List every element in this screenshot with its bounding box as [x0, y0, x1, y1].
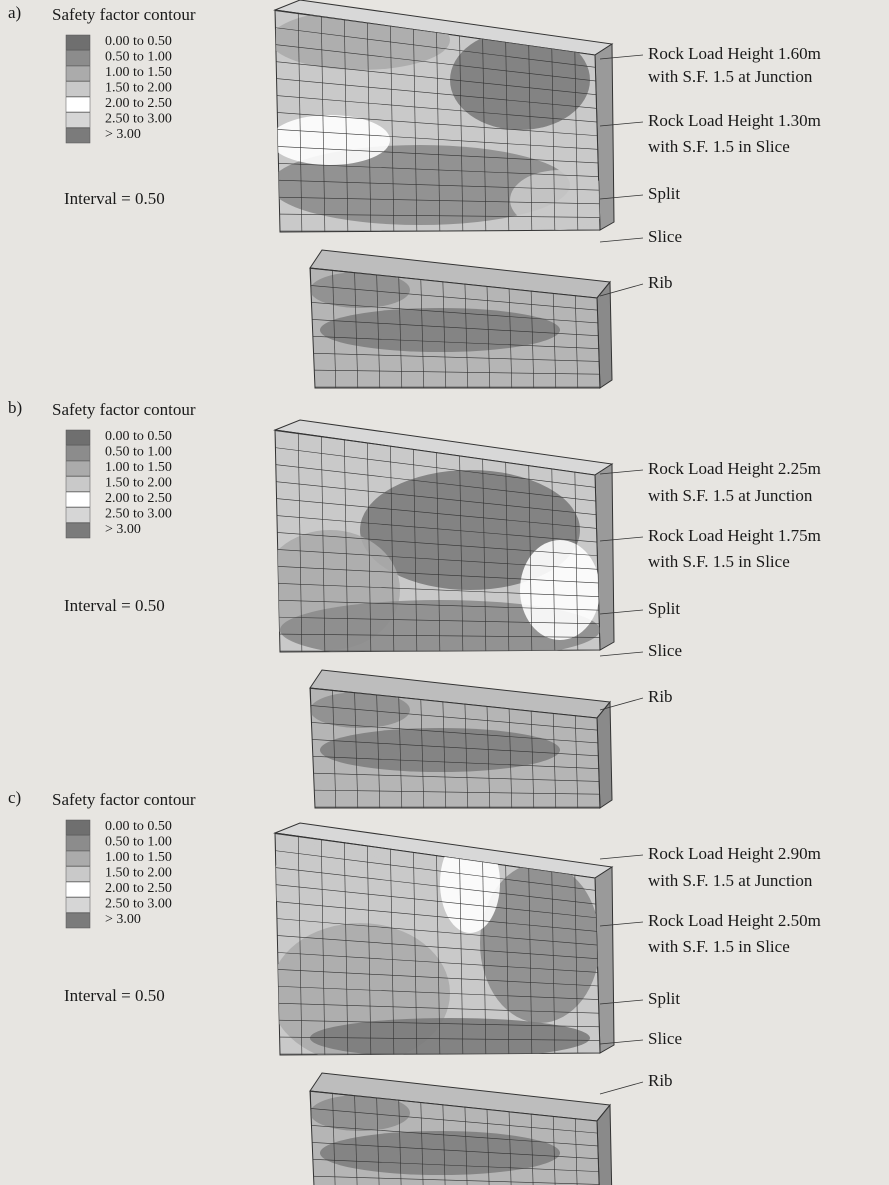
legend-swatch: [66, 913, 90, 928]
annotation: with S.F. 1.5 in Slice: [648, 937, 790, 956]
legend-label: > 3.00: [105, 127, 141, 142]
annotation: Split: [648, 989, 680, 1008]
legend-label: 1.00 to 1.50: [105, 65, 172, 80]
legend-label: 1.50 to 2.00: [105, 866, 172, 881]
legend-label: 0.50 to 1.00: [105, 50, 172, 65]
panel-label: b): [8, 398, 22, 417]
annotation: Rock Load Height 2.25m: [648, 459, 821, 478]
legend-swatch: [66, 867, 90, 882]
legend-swatch: [66, 461, 90, 476]
annotation: Rock Load Height 2.90m: [648, 844, 821, 863]
annotation: Rock Load Height 2.50m: [648, 911, 821, 930]
panel-label: a): [8, 3, 21, 22]
annotation: Slice: [648, 641, 682, 660]
legend-swatch: [66, 51, 90, 66]
legend-label: 1.00 to 1.50: [105, 850, 172, 865]
legend-swatch: [66, 35, 90, 50]
annotation: with S.F. 1.5 in Slice: [648, 552, 790, 571]
model-3d: [270, 823, 614, 1185]
legend-swatch: [66, 836, 90, 851]
model-3d: [260, 420, 614, 815]
legend-label: 2.50 to 3.00: [105, 112, 172, 127]
annotation: Rib: [648, 687, 673, 706]
annotation: with S.F. 1.5 at Junction: [648, 486, 813, 505]
model-3d: [270, 0, 614, 395]
legend-swatch: [66, 66, 90, 81]
legend-swatch: [66, 523, 90, 538]
annotation: with S.F. 1.5 in Slice: [648, 137, 790, 156]
legend-title: Safety factor contour: [52, 790, 196, 809]
annotation: Rib: [648, 273, 673, 292]
legend-title: Safety factor contour: [52, 400, 196, 419]
annotation: Rock Load Height 1.30m: [648, 111, 821, 130]
legend-label: 2.00 to 2.50: [105, 96, 172, 111]
legend-label: 2.50 to 3.00: [105, 897, 172, 912]
figure: a)Safety factor contour0.00 to 0.500.50 …: [0, 0, 889, 1185]
panel-label: c): [8, 788, 21, 807]
legend-label: 2.00 to 2.50: [105, 491, 172, 506]
legend-swatch: [66, 477, 90, 492]
annotation: Split: [648, 599, 680, 618]
legend-swatch: [66, 492, 90, 507]
interval-label: Interval = 0.50: [64, 596, 165, 615]
legend-swatch: [66, 508, 90, 523]
annotation: Slice: [648, 227, 682, 246]
annotation: Slice: [648, 1029, 682, 1048]
contour-zone: [510, 170, 610, 230]
legend-swatch: [66, 851, 90, 866]
legend-label: 1.50 to 2.00: [105, 81, 172, 96]
annotation: with S.F. 1.5 at Junction: [648, 67, 813, 86]
legend-label: 0.00 to 0.50: [105, 819, 172, 834]
legend-swatch: [66, 113, 90, 128]
legend-swatch: [66, 820, 90, 835]
annotation: with S.F. 1.5 at Junction: [648, 871, 813, 890]
legend-label: > 3.00: [105, 522, 141, 537]
legend-label: 0.00 to 0.50: [105, 34, 172, 49]
legend-label: 0.00 to 0.50: [105, 429, 172, 444]
legend-swatch: [66, 82, 90, 97]
legend-label: 2.50 to 3.00: [105, 507, 172, 522]
annotation: Rib: [648, 1071, 673, 1090]
legend-swatch: [66, 430, 90, 445]
legend-swatch: [66, 882, 90, 897]
legend-label: 1.00 to 1.50: [105, 460, 172, 475]
interval-label: Interval = 0.50: [64, 189, 165, 208]
legend-swatch: [66, 446, 90, 461]
legend-swatch: [66, 128, 90, 143]
contour-zone: [270, 843, 390, 923]
annotation: Rock Load Height 1.60m: [648, 44, 821, 63]
legend-title: Safety factor contour: [52, 5, 196, 24]
annotation: Split: [648, 184, 680, 203]
legend-label: 0.50 to 1.00: [105, 835, 172, 850]
legend-swatch: [66, 898, 90, 913]
interval-label: Interval = 0.50: [64, 986, 165, 1005]
legend-label: 0.50 to 1.00: [105, 445, 172, 460]
legend-label: > 3.00: [105, 912, 141, 927]
legend-label: 1.50 to 2.00: [105, 476, 172, 491]
contour-zone: [270, 115, 390, 165]
legend-swatch: [66, 97, 90, 112]
annotation: Rock Load Height 1.75m: [648, 526, 821, 545]
legend-label: 2.00 to 2.50: [105, 881, 172, 896]
